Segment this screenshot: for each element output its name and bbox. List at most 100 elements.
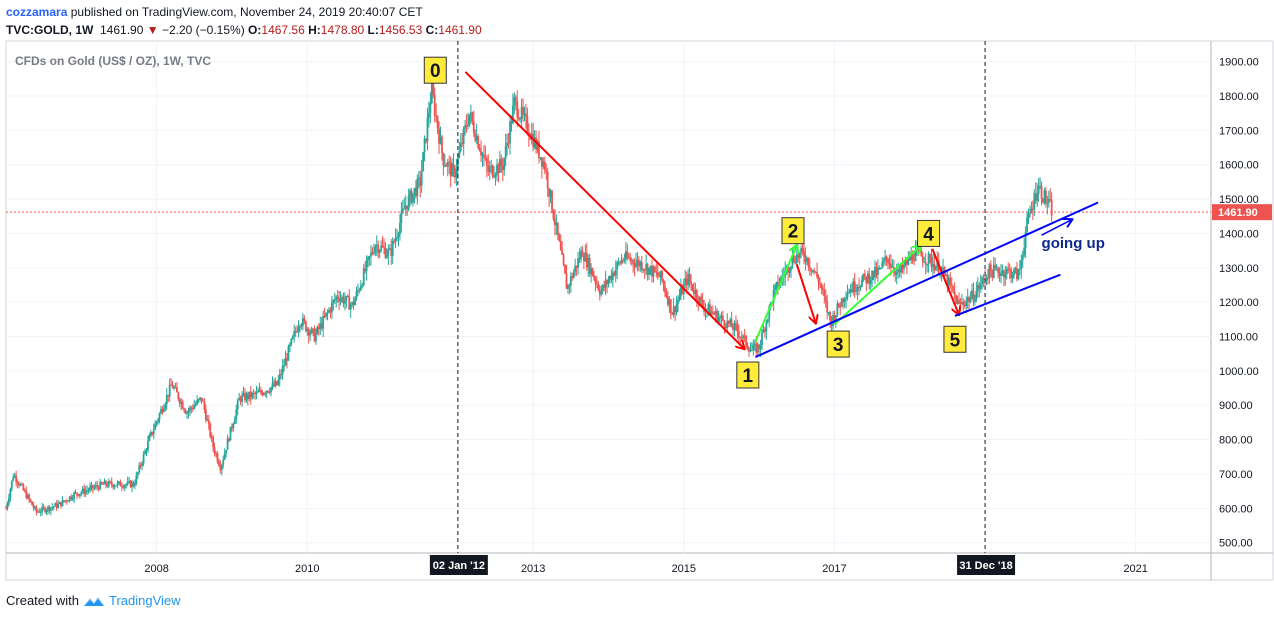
candle-body — [632, 260, 635, 265]
candle-body — [432, 82, 435, 96]
candle-body — [170, 384, 173, 386]
candle-body — [743, 335, 746, 337]
wave-label-box[interactable] — [917, 219, 941, 247]
candle-body — [239, 397, 242, 402]
candle-body — [574, 265, 577, 272]
candle-body — [821, 288, 824, 291]
candle-body — [539, 157, 542, 159]
candle-body — [1044, 190, 1047, 204]
going-up-arrow[interactable] — [1041, 220, 1072, 236]
blue-trend-line[interactable] — [754, 201, 1099, 359]
candle-body — [1001, 270, 1004, 273]
candle-body — [99, 482, 102, 490]
candle-body — [672, 306, 675, 315]
wave-label-box[interactable] — [736, 361, 760, 389]
candle-body — [578, 258, 581, 260]
candle-body — [225, 450, 228, 454]
candle-body — [401, 208, 404, 212]
candle-body — [412, 193, 414, 203]
candle-body — [471, 112, 474, 122]
candle-body — [748, 348, 750, 352]
candle-body — [946, 274, 949, 287]
candle-body — [845, 297, 847, 300]
candle-body — [7, 497, 10, 504]
candle-body — [442, 153, 445, 166]
candle-body — [443, 165, 446, 167]
candle-body — [280, 374, 283, 376]
green-trend-arrow[interactable] — [754, 245, 796, 343]
red-trend-arrow[interactable] — [795, 264, 816, 322]
candle-body — [713, 313, 716, 315]
candle-body — [558, 234, 561, 242]
candle-body — [611, 272, 614, 280]
candle-body — [829, 312, 831, 321]
wave-label-box[interactable] — [423, 56, 447, 84]
candle-body — [546, 171, 549, 189]
candle-body — [116, 482, 119, 486]
candle-body — [823, 290, 826, 297]
candle-body — [190, 407, 193, 409]
candle-body — [1014, 267, 1017, 270]
candle-body — [548, 188, 551, 197]
candle-body — [433, 95, 436, 116]
candle-body — [824, 296, 827, 302]
tradingview-logo-icon — [83, 596, 104, 606]
candle-body — [1049, 198, 1052, 201]
candle-body — [859, 286, 862, 288]
candle-body — [255, 391, 258, 395]
author-link[interactable]: cozzamara — [6, 5, 68, 19]
candle-body — [332, 300, 335, 303]
change-arrow-icon: ▼ — [146, 23, 159, 37]
candle-body — [242, 392, 245, 396]
candle-body — [171, 385, 174, 389]
candle-body — [533, 137, 536, 148]
candle-body — [630, 260, 633, 262]
going-up-note[interactable]: going up — [1042, 235, 1105, 252]
candle-body — [309, 332, 312, 336]
blue-trend-line[interactable] — [954, 273, 1061, 317]
red-trend-arrow[interactable] — [931, 248, 958, 314]
candle-body — [905, 260, 908, 265]
candle-body — [872, 270, 875, 278]
candle-body — [319, 323, 322, 329]
wave-label-box[interactable] — [943, 325, 967, 353]
y-tick-label: 700.00 — [1219, 469, 1253, 481]
candle-body — [142, 453, 145, 464]
x-tick-label: 2008 — [144, 563, 168, 575]
candle-body — [523, 113, 526, 115]
candle-body — [141, 463, 144, 466]
candle-body — [960, 302, 963, 304]
candle-body — [681, 287, 684, 295]
candle-body — [945, 274, 947, 276]
tradingview-link[interactable]: TradingView — [108, 593, 181, 608]
candle-body — [863, 273, 866, 277]
candle-body — [800, 248, 803, 254]
candle-body — [756, 344, 759, 353]
candle-body — [897, 269, 900, 272]
candle-body — [299, 325, 301, 328]
candle-body — [184, 410, 187, 414]
candle-body — [145, 450, 148, 452]
candle-body — [125, 484, 128, 486]
candle-body — [985, 277, 988, 281]
candle-body — [491, 165, 494, 177]
candle-body — [876, 268, 879, 275]
candle-body — [966, 297, 969, 302]
green-trend-arrow[interactable] — [833, 245, 921, 326]
red-trend-arrow[interactable] — [464, 71, 744, 349]
candle-body — [112, 484, 115, 488]
candle-body — [68, 496, 71, 501]
candle-body — [536, 141, 539, 150]
wave-label-box[interactable] — [781, 217, 805, 245]
candle-body — [244, 392, 246, 401]
candle-body — [44, 507, 47, 513]
candle-body — [167, 394, 170, 397]
candle-body — [891, 267, 894, 269]
candle-body — [397, 234, 400, 238]
candle-body — [197, 399, 200, 401]
candle-body — [359, 285, 362, 291]
candle-body — [868, 273, 871, 284]
wave-label-box[interactable] — [826, 330, 850, 358]
candle-body — [671, 312, 674, 315]
